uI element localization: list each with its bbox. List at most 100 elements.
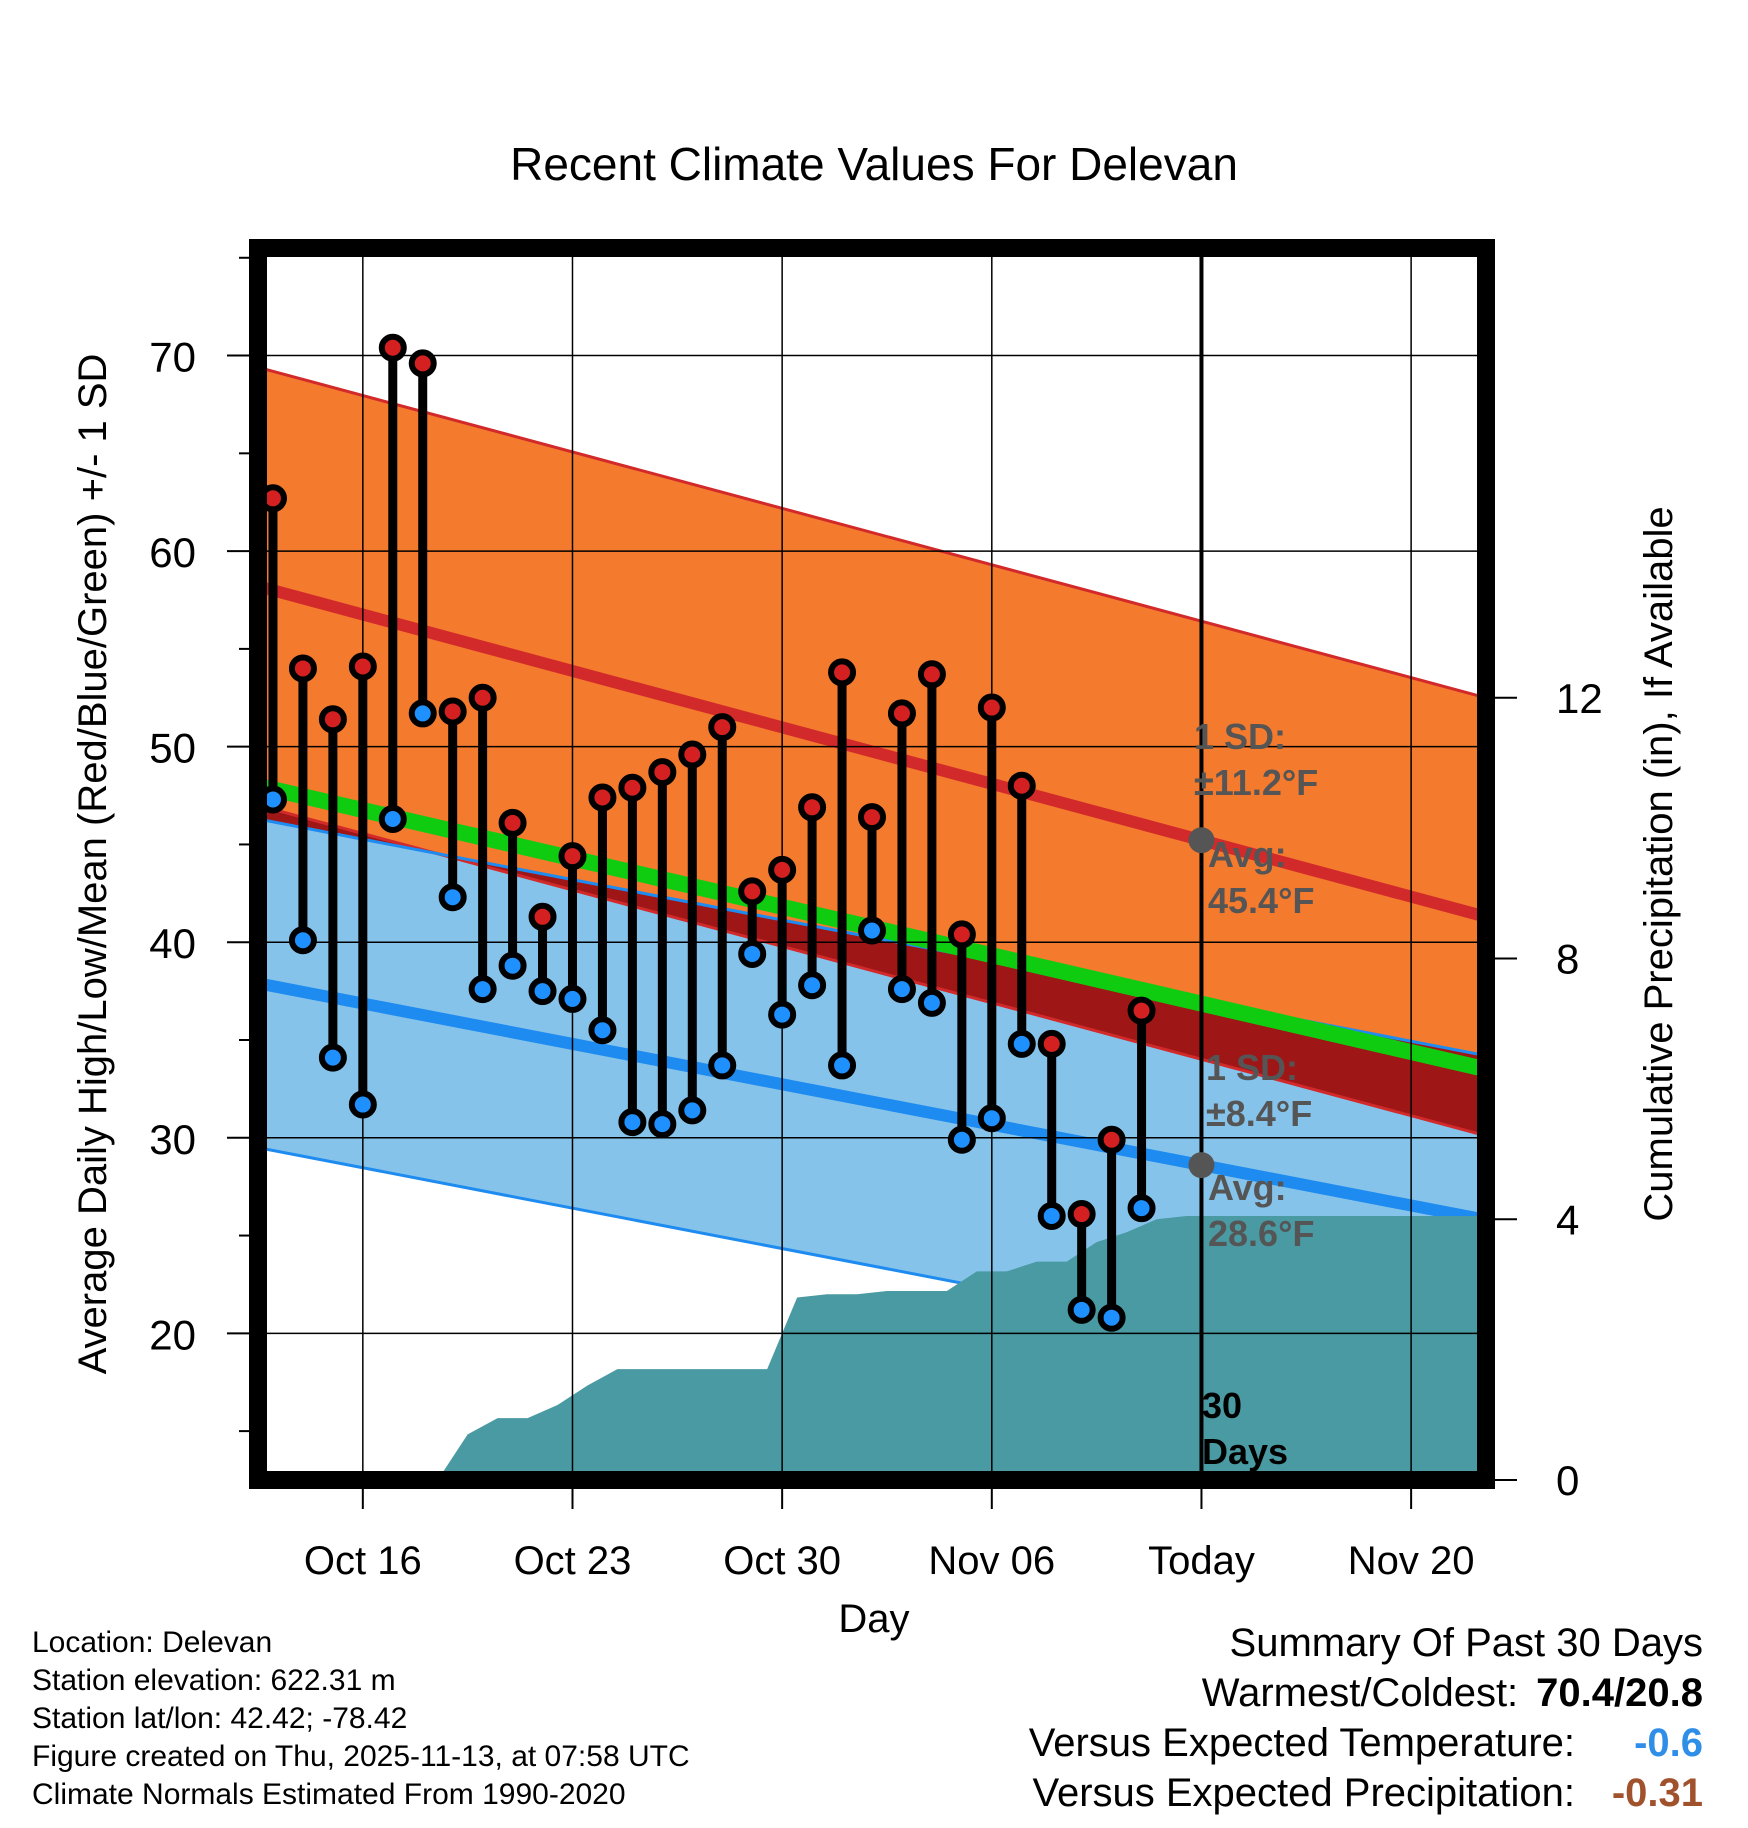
warm-cold-value: 70.4/20.8 (1536, 1671, 1703, 1715)
daily-high-point (738, 877, 767, 906)
daily-low-point (588, 1016, 617, 1045)
daily-high-point (828, 658, 857, 687)
high-avg-line (258, 580, 1486, 923)
days-label-text: Days (1202, 1431, 1288, 1472)
high-avg-dot (1188, 827, 1215, 854)
daily-high-point (378, 333, 407, 362)
temp-value: -0.6 (1634, 1721, 1703, 1765)
created-text: Figure created on Thu, 2025-11-13, at 07… (32, 1740, 690, 1773)
daily-low-point (1127, 1194, 1156, 1223)
daily-high-point (318, 705, 347, 734)
daily-low-point (498, 951, 527, 980)
daily-high-point (528, 902, 557, 931)
high-sd-label: 1 SD: (1194, 716, 1286, 757)
daily-high-point (1127, 996, 1156, 1025)
y-tick-label: 20 (149, 1311, 196, 1358)
y-axis-label: Average Daily High/Low/Mean (Red/Blue/Gr… (71, 354, 115, 1375)
daily-low-point (1067, 1295, 1096, 1324)
low-avg-dot (1188, 1152, 1215, 1179)
latlon-text: Station lat/lon: 42.42; -78.42 (32, 1702, 408, 1735)
daily-low-point (947, 1125, 976, 1154)
y-tick-label: 50 (149, 725, 196, 772)
station-info: Location: Delevan Station elevation: 622… (32, 1624, 690, 1814)
daily-low-point (977, 1104, 1006, 1133)
daily-high-point (498, 808, 527, 837)
low-avg-label: Avg: (1208, 1167, 1287, 1208)
daily-high-point (917, 660, 946, 689)
daily-high-point (1007, 771, 1036, 800)
daily-low-point (288, 926, 317, 955)
daily-low-point (558, 984, 587, 1013)
high-sd-upper-line (258, 365, 1486, 700)
plot-frame (249, 239, 1495, 1489)
daily-high-point (618, 773, 647, 802)
daily-high-point (648, 758, 677, 787)
daily-high-point (1067, 1200, 1096, 1229)
x-tick-label: Oct 30 (723, 1539, 841, 1583)
daily-high-point (468, 683, 497, 712)
daily-high-point (438, 697, 467, 726)
daily-high-point (348, 652, 377, 681)
x-axis-label: Day (838, 1597, 909, 1641)
daily-high-point (708, 713, 737, 742)
daily-low-point (348, 1090, 377, 1119)
daily-low-point (528, 977, 557, 1006)
daily-low-point (408, 699, 437, 728)
summary-title: Summary Of Past 30 Days (1229, 1621, 1703, 1665)
normals-text: Climate Normals Estimated From 1990-2020 (32, 1778, 626, 1811)
high-sd-value: ±11.2°F (1194, 762, 1318, 803)
y2-tick-label: 4 (1556, 1196, 1579, 1243)
daily-low-point (468, 975, 497, 1004)
x-tick-label: Nov 06 (928, 1539, 1055, 1583)
daily-high-point (798, 793, 827, 822)
high-avg-value: 45.4°F (1208, 880, 1314, 921)
daily-high-point (947, 920, 976, 949)
daily-low-point (438, 883, 467, 912)
daily-high-point (678, 740, 707, 769)
daily-low-point (917, 988, 946, 1017)
daily-low-point (738, 939, 767, 968)
y-tick-label: 40 (149, 920, 196, 967)
daily-low-point (798, 971, 827, 1000)
daily-high-point (1097, 1125, 1126, 1154)
y2-tick-label: 0 (1556, 1457, 1579, 1504)
daily-high-point (858, 803, 886, 832)
daily-low-point (768, 1000, 797, 1029)
daily-low-point (858, 916, 886, 945)
low-sd-value: ±8.4°F (1206, 1093, 1312, 1134)
chart-title: Recent Climate Values For Delevan (510, 138, 1238, 190)
y-tick-label: 30 (149, 1116, 196, 1163)
daily-low-point (378, 805, 407, 834)
x-tick-label: Today (1148, 1539, 1255, 1583)
daily-low-point (708, 1051, 737, 1080)
y-tick-label: 70 (149, 334, 196, 381)
precip-label: Versus Expected Precipitation: (1032, 1771, 1575, 1815)
low-sd-label: 1 SD: (1206, 1047, 1298, 1088)
low-avg-value: 28.6°F (1208, 1213, 1314, 1254)
x-tick-label: Oct 23 (514, 1539, 632, 1583)
high-avg-label: Avg: (1208, 834, 1287, 875)
high-sd-lower-line (258, 803, 1486, 1138)
daily-low-point (318, 1043, 347, 1072)
x-tick-label: Oct 16 (304, 1539, 422, 1583)
daily-high-point (977, 693, 1006, 722)
temp-label: Versus Expected Temperature: (1028, 1721, 1575, 1765)
days-label-number: 30 (1202, 1385, 1242, 1426)
summary-panel: Summary Of Past 30 Days Warmest/Coldest:… (1029, 1618, 1703, 1818)
daily-low-point (1097, 1303, 1126, 1332)
daily-high-point (588, 783, 617, 812)
low-avg-line (258, 977, 1486, 1226)
daily-high-point (408, 349, 437, 378)
y2-tick-label: 8 (1556, 936, 1579, 983)
y2-tick-label: 12 (1556, 675, 1603, 722)
y-tick-label: 60 (149, 529, 196, 576)
x-tick-label: Nov 20 (1348, 1539, 1475, 1583)
daily-low-point (828, 1051, 857, 1080)
location-text: Location: Delevan (32, 1626, 273, 1659)
elevation-text: Station elevation: 622.31 m (32, 1664, 396, 1697)
daily-low-point (887, 975, 916, 1004)
daily-high-point (887, 699, 916, 728)
precip-value: -0.31 (1611, 1771, 1703, 1815)
daily-low-point (1037, 1202, 1066, 1230)
daily-high-point (1037, 1029, 1066, 1058)
